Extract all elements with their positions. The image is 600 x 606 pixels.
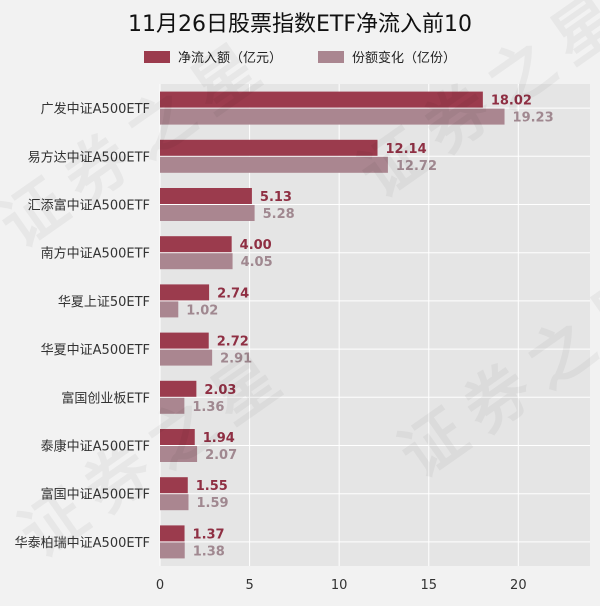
bar-share-change	[160, 108, 505, 125]
bar-share-change	[160, 446, 198, 462]
data-label-inflow: 2.74	[217, 286, 249, 301]
bar-inflow	[160, 477, 188, 494]
data-label-inflow: 18.02	[491, 94, 532, 109]
bar-inflow	[160, 429, 195, 445]
x-tick-label: 10	[331, 578, 348, 593]
bar-inflow	[160, 332, 209, 349]
legend: 净流入额（亿元） 份额变化（亿份）	[0, 47, 600, 66]
bar-inflow	[160, 139, 378, 156]
data-label-inflow: 4.00	[240, 238, 272, 253]
category-label: 泰康中证A500ETF	[41, 439, 150, 455]
data-label-inflow: 2.72	[217, 335, 249, 350]
legend-item-inflow: 净流入额（亿元）	[143, 47, 282, 66]
bar-share-change	[160, 301, 179, 318]
data-label-share-change: 4.05	[241, 255, 273, 270]
data-label-inflow: 1.94	[203, 431, 235, 446]
bar-share-change	[160, 205, 255, 221]
data-label-share-change: 1.38	[193, 544, 225, 559]
category-label: 南方中证A500ETF	[41, 246, 150, 262]
bar-share-change	[160, 494, 189, 511]
data-label-inflow: 12.14	[386, 142, 427, 157]
data-label-share-change: 2.91	[220, 352, 252, 367]
legend-label-inflow: 净流入额（亿元）	[177, 51, 282, 66]
data-label-share-change: 2.07	[205, 448, 237, 463]
legend-swatch-share-change	[318, 50, 344, 63]
x-tick-label: 0	[156, 578, 164, 593]
legend-label-share-change: 份额变化（亿份）	[352, 51, 457, 66]
category-label: 富国创业板ETF	[61, 390, 150, 406]
x-tick-label: 5	[245, 578, 253, 593]
category-label: 易方达中证A500ETF	[28, 149, 150, 165]
category-label: 汇添富中证A500ETF	[28, 198, 150, 214]
bar-share-change	[160, 156, 388, 173]
x-tick-label: 20	[510, 578, 527, 593]
bar-inflow	[160, 188, 252, 204]
data-label-share-change: 1.02	[186, 303, 218, 318]
bar-share-change	[160, 349, 213, 366]
category-label: 华夏上证50ETF	[58, 295, 150, 310]
category-label: 华泰柏瑞中证A500ETF	[15, 536, 150, 551]
data-label-share-change: 12.72	[396, 159, 437, 174]
data-label-inflow: 5.13	[260, 190, 292, 205]
chart-title: 11月26日股票指数ETF净流入前10	[128, 12, 472, 37]
data-label-share-change: 5.28	[263, 207, 295, 222]
data-label-share-change: 19.23	[513, 111, 554, 126]
bar-inflow	[160, 525, 185, 542]
bar-share-change	[160, 253, 233, 270]
data-label-inflow: 1.55	[196, 479, 228, 494]
category-label: 广发中证A500ETF	[41, 101, 150, 117]
data-label-inflow: 2.03	[204, 383, 236, 398]
bar-inflow	[160, 380, 197, 397]
category-label: 富国中证A500ETF	[41, 487, 150, 503]
data-label-share-change: 1.36	[192, 400, 224, 415]
x-tick-label: 15	[420, 578, 437, 593]
legend-item-share-change: 份额变化（亿份）	[318, 47, 456, 66]
bar-share-change	[160, 397, 185, 414]
bar-share-change	[160, 542, 185, 559]
category-label: 华夏中证A500ETF	[41, 343, 150, 358]
legend-swatch-inflow	[143, 50, 170, 63]
data-label-inflow: 1.37	[193, 527, 225, 542]
bar-inflow	[160, 236, 232, 253]
bar-inflow	[160, 284, 210, 301]
bar-inflow	[160, 91, 483, 108]
data-label-share-change: 1.59	[196, 496, 228, 511]
